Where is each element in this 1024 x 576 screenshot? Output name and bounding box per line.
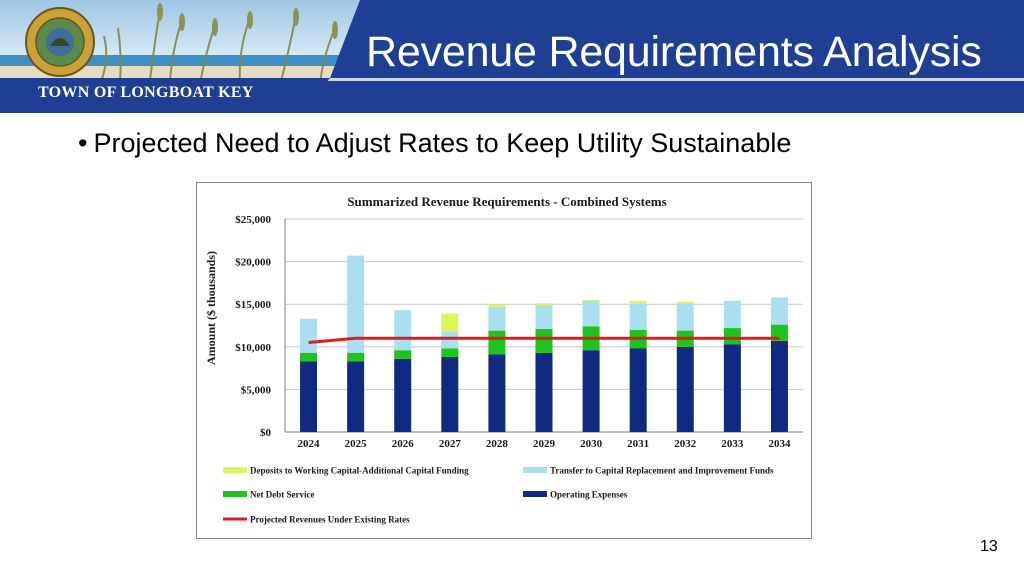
- bar-segment: [300, 352, 318, 362]
- y-tick-label: $15,000: [235, 299, 271, 311]
- bar-segment: [441, 313, 459, 332]
- x-tick-label: 2034: [768, 438, 791, 450]
- bar-segment: [676, 301, 694, 304]
- x-tick-label: 2029: [533, 438, 556, 450]
- bar-segment: [488, 306, 506, 331]
- bar-segment: [676, 346, 694, 432]
- legend-swatch: [223, 491, 247, 497]
- bar-segment: [488, 330, 506, 355]
- bar-segment: [441, 348, 459, 358]
- legend-swatch: [523, 491, 547, 497]
- town-seal-logo: [25, 7, 95, 77]
- legend-item: Operating Expenses: [523, 490, 628, 500]
- x-tick-label: 2026: [392, 438, 415, 450]
- bar-segment: [770, 340, 788, 432]
- bar-segment: [347, 255, 365, 353]
- bar-segment: [535, 305, 553, 329]
- bar-segment: [723, 328, 741, 345]
- x-tick-label: 2032: [674, 438, 697, 450]
- x-tick-label: 2028: [486, 438, 509, 450]
- y-tick-label: $20,000: [235, 257, 271, 269]
- bar-segment: [441, 357, 459, 432]
- bar-segment: [535, 352, 553, 432]
- revenue-line: [308, 336, 780, 345]
- legend-item: Deposits to Working Capital-Additional C…: [223, 466, 469, 476]
- header-banner: Revenue Requirements Analysis TOWN OF LO…: [0, 0, 1024, 113]
- page-number: 13: [980, 538, 998, 555]
- bullet-dot: •: [78, 128, 88, 158]
- bar-segment: [441, 331, 459, 349]
- x-tick-labels: 2024 2025 2026 2027 2028 2029 2030 2031 2032 2033…: [298, 438, 791, 450]
- x-tick-label: 2033: [721, 438, 744, 450]
- bar-segment: [629, 303, 647, 330]
- bar-segment: [394, 310, 412, 351]
- bar-segment: [488, 354, 506, 432]
- legend-label: Net Debt Service: [250, 490, 314, 500]
- y-axis-label: Amount ($ thousands): [204, 251, 218, 365]
- x-tick-label: 2031: [627, 438, 649, 450]
- town-name-band: [0, 78, 330, 113]
- legend-swatch: [223, 467, 247, 473]
- projected-revenues-line: [308, 336, 780, 345]
- legend-item: Projected Revenues Under Existing Rates: [223, 515, 410, 525]
- bar-segment: [676, 303, 694, 331]
- legend-label: Deposits to Working Capital-Additional C…: [250, 466, 469, 476]
- x-tick-label: 2024: [298, 438, 321, 450]
- y-tick-label: $10,000: [235, 342, 271, 354]
- y-tick-labels: $0 $5,000 $10,000 $15,000 $20,000 $25,000: [235, 214, 271, 439]
- y-tick-label: $25,000: [235, 214, 271, 226]
- bar-segment: [394, 358, 412, 432]
- bar-segment: [770, 297, 788, 325]
- bar-segment: [347, 352, 365, 362]
- legend-label: Projected Revenues Under Existing Rates: [250, 515, 410, 525]
- legend-label: Transfer to Capital Replacement and Impr…: [550, 466, 774, 476]
- x-tick-label: 2025: [345, 438, 368, 450]
- legend-swatch: [523, 467, 547, 473]
- bullet-text: Projected Need to Adjust Rates to Keep U…: [93, 128, 792, 158]
- y-tick-label: $0: [260, 427, 272, 439]
- bar-segment: [488, 304, 506, 307]
- title-band: [300, 0, 1024, 113]
- bar-segment: [582, 350, 600, 432]
- slide-title: Revenue Requirements Analysis: [366, 28, 982, 76]
- x-tick-label: 2030: [580, 438, 603, 450]
- chart-legend: Deposits to Working Capital-Additional C…: [223, 466, 774, 525]
- chart-frame: Summarized Revenue Requirements - Combin…: [196, 182, 812, 539]
- bar-segment: [629, 300, 647, 304]
- bar-segment: [394, 350, 412, 359]
- legend-item: Transfer to Capital Replacement and Impr…: [523, 466, 774, 476]
- bar-series: [300, 255, 788, 432]
- bar-segment: [535, 303, 553, 306]
- bar-segment: [535, 328, 553, 353]
- bar-segment: [300, 361, 318, 432]
- legend-item: Net Debt Service: [223, 490, 314, 500]
- bar-segment: [723, 344, 741, 432]
- y-tick-label: $5,000: [241, 384, 272, 396]
- bar-segment: [582, 299, 600, 301]
- bar-segment: [582, 300, 600, 327]
- legend-label: Operating Expenses: [550, 490, 628, 500]
- bar-segment: [723, 300, 741, 329]
- bar-segment: [347, 361, 365, 432]
- chart-title: Summarized Revenue Requirements - Combin…: [347, 194, 666, 209]
- town-name: TOWN OF LONGBOAT KEY: [38, 84, 254, 101]
- bullet-point: • Projected Need to Adjust Rates to Keep …: [78, 128, 791, 159]
- x-tick-label: 2027: [439, 438, 462, 450]
- bar-segment: [629, 348, 647, 432]
- bar-segment: [300, 318, 318, 353]
- revenue-requirements-chart: Summarized Revenue Requirements - Combin…: [204, 194, 803, 525]
